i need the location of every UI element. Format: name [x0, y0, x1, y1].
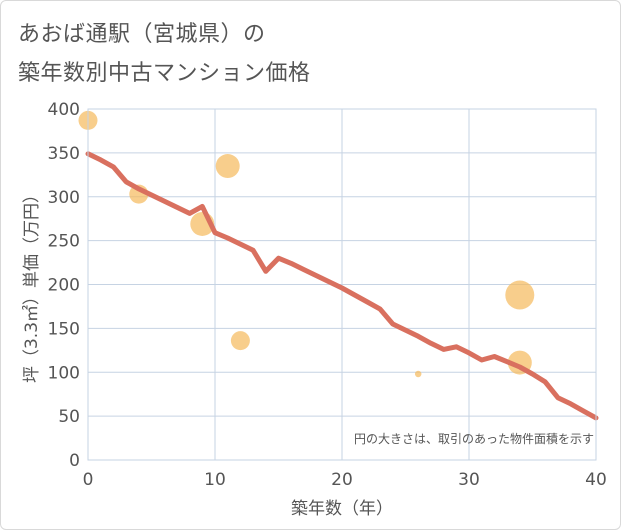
x-tick-0: 0 — [83, 470, 94, 490]
x-tick-10: 10 — [204, 470, 226, 490]
y-tick-250: 250 — [48, 232, 80, 252]
y-tick-150: 150 — [48, 319, 80, 339]
bubble-size-note: 円の大きさは、取引のあった物件面積を示す — [354, 431, 594, 446]
chart-title-line2: 築年数別中古マンション価格 — [18, 61, 311, 86]
x-axis-label: 築年数（年） — [291, 499, 393, 519]
y-tick-350: 350 — [48, 144, 80, 164]
y-tick-50: 50 — [58, 407, 80, 427]
bubble-point-4 — [215, 154, 240, 179]
chart-title-line1: あおば通駅（宮城県）の — [18, 22, 266, 47]
bubble-series — [78, 110, 535, 378]
y-tick-400: 400 — [48, 100, 80, 120]
plot-border — [87, 108, 597, 461]
y-axis-label: 坪（3.3㎡）単価（万円） — [22, 186, 42, 383]
y-tick-labels: 0 50 100 150 200 250 300 350 400 — [48, 100, 80, 471]
bubble-point-6 — [414, 370, 422, 378]
y-tick-300: 300 — [48, 188, 80, 208]
x-tick-40: 40 — [585, 470, 607, 490]
y-tick-0: 0 — [69, 451, 80, 471]
y-tick-200: 200 — [48, 276, 80, 296]
x-tick-labels: 0 10 20 30 40 — [83, 470, 607, 490]
x-tick-30: 30 — [458, 470, 480, 490]
trend-line — [85, 151, 599, 421]
y-tick-100: 100 — [48, 363, 80, 383]
bubble-point-7 — [505, 280, 535, 310]
x-tick-20: 20 — [331, 470, 353, 490]
bubble-point-5 — [230, 331, 250, 351]
